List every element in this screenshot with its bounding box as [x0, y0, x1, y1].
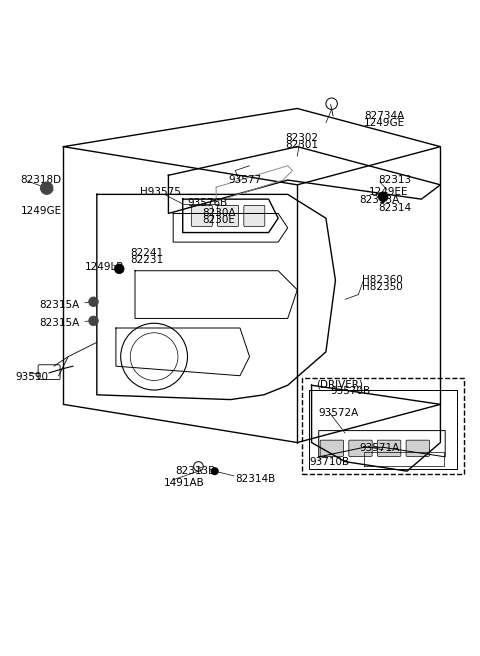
- Text: 93570B: 93570B: [331, 386, 371, 396]
- Circle shape: [211, 468, 218, 474]
- Circle shape: [89, 297, 98, 306]
- Text: 1249GE: 1249GE: [21, 206, 61, 216]
- Text: H82350: H82350: [362, 283, 402, 293]
- Text: 93571A: 93571A: [360, 443, 399, 453]
- Text: 82313: 82313: [378, 175, 411, 185]
- Circle shape: [378, 192, 388, 201]
- FancyBboxPatch shape: [244, 205, 265, 226]
- Text: 82302: 82302: [285, 133, 318, 143]
- Text: 82313A: 82313A: [360, 195, 399, 205]
- Text: 82314: 82314: [378, 203, 411, 213]
- Text: 82318D: 82318D: [21, 175, 61, 185]
- Text: 8230A: 8230A: [202, 209, 235, 218]
- Text: H82360: H82360: [362, 276, 402, 285]
- Circle shape: [115, 264, 124, 274]
- FancyBboxPatch shape: [309, 390, 457, 469]
- Text: 93572A: 93572A: [319, 408, 359, 418]
- Text: 93576B: 93576B: [188, 198, 228, 208]
- Text: 1249GE: 1249GE: [364, 118, 405, 128]
- FancyBboxPatch shape: [377, 440, 401, 457]
- Text: 93590: 93590: [16, 372, 48, 382]
- Text: 82313B: 82313B: [176, 466, 216, 476]
- Text: (DRIVER): (DRIVER): [316, 379, 363, 389]
- Text: 93710B: 93710B: [309, 457, 349, 466]
- Text: H93575: H93575: [140, 188, 180, 197]
- FancyBboxPatch shape: [217, 205, 239, 226]
- Text: 82315A: 82315A: [39, 300, 80, 310]
- FancyBboxPatch shape: [320, 440, 344, 457]
- Text: 82734A: 82734A: [364, 111, 404, 121]
- Text: 82231: 82231: [130, 255, 163, 265]
- Text: 8230E: 8230E: [202, 215, 235, 224]
- Text: 1249EE: 1249EE: [369, 188, 408, 197]
- FancyBboxPatch shape: [192, 205, 212, 226]
- FancyBboxPatch shape: [349, 440, 372, 457]
- Text: 82301: 82301: [285, 140, 318, 150]
- Text: 82315A: 82315A: [39, 318, 80, 328]
- Text: 1491AB: 1491AB: [164, 478, 204, 488]
- Text: 93577: 93577: [228, 175, 261, 185]
- Text: 82314B: 82314B: [235, 474, 276, 484]
- Text: 82241: 82241: [130, 248, 163, 258]
- FancyBboxPatch shape: [302, 378, 464, 474]
- Circle shape: [40, 182, 53, 194]
- Circle shape: [89, 316, 98, 325]
- FancyBboxPatch shape: [38, 365, 60, 380]
- FancyBboxPatch shape: [406, 440, 430, 457]
- Text: 1249LB: 1249LB: [85, 262, 124, 272]
